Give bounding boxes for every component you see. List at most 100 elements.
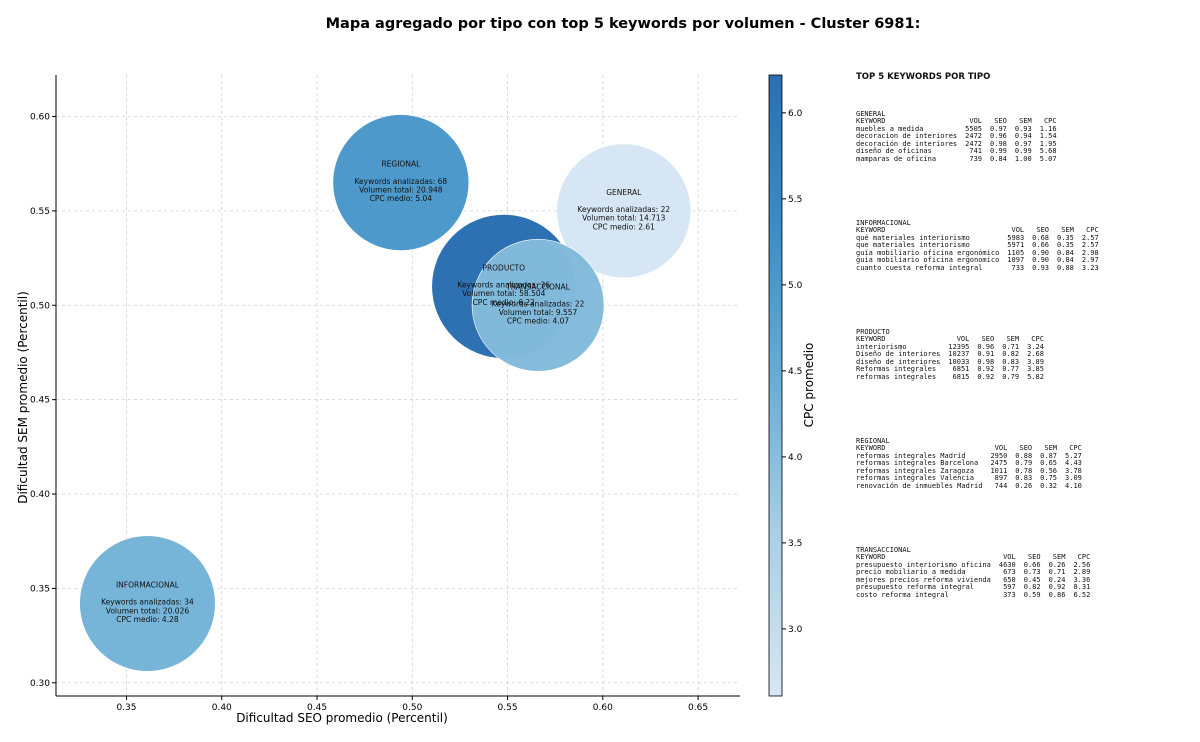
keyword-cell: guía mobiliario oficina ergonómico xyxy=(856,248,1000,257)
table-row: reformas integrales Madrid 2950 0.88 0.87 5.… xyxy=(856,451,1082,461)
keyword-cell: 0.24 xyxy=(1048,575,1066,584)
keyword-cell: 0.66 xyxy=(1032,241,1050,249)
bubble-label-transaccional: CPC medio: 4.07 xyxy=(507,317,570,326)
keyword-cell: 1.16 xyxy=(1039,124,1057,133)
keyword-table-header: KEYWORD VOL SEO SEM CPC xyxy=(856,226,1099,235)
colorbar-tick-label: 4.5 xyxy=(788,367,802,377)
keyword-cell: 0.92 xyxy=(1048,583,1066,591)
colorbar-label: CPC promedio xyxy=(802,343,816,428)
table-row: diseño de oficinas 741 0.99 0.99 5.68 xyxy=(856,147,1057,156)
keyword-cell: 0.88 xyxy=(1015,451,1033,460)
keyword-cell: 0.84 xyxy=(990,154,1007,163)
keyword-cell: 0.99 xyxy=(1014,147,1032,155)
bubble-informacional xyxy=(79,535,216,672)
keyword-cell: guia mobiliario oficina ergonomico xyxy=(856,256,1000,264)
table-row: precio mobiliario a medida 673 0.73 0.71 2.8… xyxy=(856,568,1090,577)
keyword-cell: 650 xyxy=(1003,575,1016,584)
keyword-cell: 2950 xyxy=(990,451,1008,460)
keyword-cell: 5.27 xyxy=(1065,451,1082,460)
keyword-cell: cuanto cuesta reforma integral xyxy=(856,263,983,272)
colorbar-tick-label: 3.0 xyxy=(788,625,803,635)
keyword-table: KEYWORD VOL SEO SEM CPC interiorismo 12395 0.96… xyxy=(856,335,1044,381)
table-row: reformas integrales Barcelona 2475 0.79 0.6… xyxy=(856,459,1082,468)
keyword-cell: 5971 xyxy=(1007,241,1025,249)
keyword-header-cell: KEYWORD xyxy=(856,553,886,561)
keyword-group-producto: PRODUCTO KEYWORD VOL SEO SEM CPC interiorismo 1… xyxy=(856,328,1186,437)
keyword-header-cell: SEO xyxy=(994,117,1007,125)
colorbar-tick-label: 5.5 xyxy=(788,195,802,205)
y-axis-label: Dificultad SEM promedio (Percentil) xyxy=(16,291,30,504)
keyword-cell: 0.83 xyxy=(1002,357,1020,366)
bubble-regional xyxy=(332,114,470,251)
keyword-groups: GENERAL KEYWORD VOL SEO SEM CPC muebles a medi… xyxy=(856,110,1186,655)
keyword-header-cell: VOL xyxy=(1011,226,1025,234)
keyword-cell: 0.97 xyxy=(990,124,1007,133)
bubble-label-producto: CPC medio: 6.22 xyxy=(473,298,536,307)
keyword-cell: 0.90 xyxy=(1032,248,1050,257)
bubble-general xyxy=(556,143,692,279)
keyword-cell: 2475 xyxy=(990,459,1008,467)
keyword-cell: 0.79 xyxy=(1015,459,1033,467)
bubble-label-transaccional: Keywords analizadas: 22 xyxy=(492,299,585,308)
keyword-cell: presupuesto reforma integral xyxy=(856,583,975,591)
table-row: costo reforma integral 373 0.59 0.86 6.52 xyxy=(856,590,1090,600)
keyword-cell: 2.57 xyxy=(1081,241,1099,249)
keyword-group-transaccional: TRANSACCIONAL KEYWORD VOL SEO SEM CPC presupue… xyxy=(856,546,1186,655)
keyword-header-cell: CPC xyxy=(1086,226,1099,234)
keyword-group-regional: REGIONAL KEYWORD VOL SEO SEM CPC reformas inte… xyxy=(856,437,1186,546)
keyword-cell: 2.56 xyxy=(1073,560,1091,569)
keyword-cell: 1.00 xyxy=(1014,154,1032,163)
keyword-cell: qué materiales interiorismo xyxy=(856,233,970,242)
keyword-cell: 1.95 xyxy=(1039,139,1057,148)
y-tick-label: 0.40 xyxy=(30,490,50,500)
keyword-table: KEYWORD VOL SEO SEM CPC presupuesto interiori… xyxy=(856,553,1091,600)
keyword-cell: 373 xyxy=(1003,590,1016,599)
table-row: diseño de interiores 10033 0.98 0.83 3.89 xyxy=(856,357,1044,367)
keyword-table: KEYWORD VOL SEO SEM CPC muebles a medida 5505 0… xyxy=(856,117,1057,163)
keyword-header-cell: CPC xyxy=(1077,553,1091,561)
keyword-cell: 2472 xyxy=(965,132,983,140)
keyword-cell: 0.98 xyxy=(990,139,1007,148)
keyword-cell: diseño de oficinas xyxy=(856,147,932,155)
keyword-cell: 2.57 xyxy=(1081,233,1099,242)
keyword-cell: 6851 xyxy=(952,365,970,373)
colorbar-tick-label: 3.5 xyxy=(788,539,802,549)
table-row: decoracion de interiores 2472 0.96 0.94 1.54 xyxy=(856,132,1057,141)
keyword-header-cell: SEO xyxy=(981,335,995,343)
x-tick-label: 0.40 xyxy=(212,703,232,713)
keyword-cell: 0.82 xyxy=(1002,350,1020,358)
keyword-header-cell: VOL xyxy=(1003,553,1016,561)
bubble-label-informacional: INFORMACIONAL xyxy=(116,581,180,590)
keyword-cell: 12395 xyxy=(948,342,970,351)
keyword-cell: interiorismo xyxy=(856,342,907,351)
keyword-cell: 5.68 xyxy=(1039,147,1057,155)
table-row: decoración de interiores 2472 0.98 0.97 1.95 xyxy=(856,139,1057,149)
table-row: cuanto cuesta reforma integral 733 0.93 0.8… xyxy=(856,263,1099,273)
colorbar-tick-label: 5.0 xyxy=(788,281,803,291)
keyword-cell: reformas integrales Barcelona xyxy=(856,459,979,467)
keyword-cell: 2.97 xyxy=(1081,256,1099,264)
keyword-cell: 2472 xyxy=(965,139,983,148)
keyword-cell: reformas integrales Zaragoza xyxy=(856,466,975,475)
keyword-cell: 5505 xyxy=(965,124,983,133)
keyword-cell: 733 xyxy=(1011,263,1025,272)
keyword-cell: 0.90 xyxy=(1032,256,1050,264)
keyword-cell: 0.71 xyxy=(1048,568,1066,576)
keyword-table-header: KEYWORD VOL SEO SEM CPC xyxy=(856,444,1082,453)
keyword-cell: 739 xyxy=(969,154,983,163)
keyword-table-header: KEYWORD VOL SEO SEM CPC xyxy=(856,335,1044,344)
y-tick-label: 0.35 xyxy=(30,584,50,594)
keyword-group-informacional: INFORMACIONAL KEYWORD VOL SEO SEM CPC qué mate… xyxy=(856,219,1186,328)
x-axis-label: Dificultad SEO promedio (Percentil) xyxy=(236,711,448,725)
keyword-cell: 0.88 xyxy=(1057,263,1074,272)
keyword-header-cell: KEYWORD xyxy=(856,335,886,343)
table-row: reformas integrales Zaragoza 1011 0.78 0.56… xyxy=(856,466,1082,476)
keyword-cell: presupuesto interiorismo oficina xyxy=(856,560,991,569)
table-row: Diseño de interiores 10237 0.91 0.82 2.68 xyxy=(856,350,1044,359)
bubble-label-producto: PRODUCTO xyxy=(482,263,525,272)
keyword-cell: 0.26 xyxy=(1048,560,1066,569)
keyword-cell: 5983 xyxy=(1007,233,1025,242)
bubble-label-regional: Keywords analizadas: 68 xyxy=(355,177,448,186)
keyword-header-cell: KEYWORD xyxy=(856,444,886,452)
keyword-cell: 0.35 xyxy=(1057,241,1074,249)
